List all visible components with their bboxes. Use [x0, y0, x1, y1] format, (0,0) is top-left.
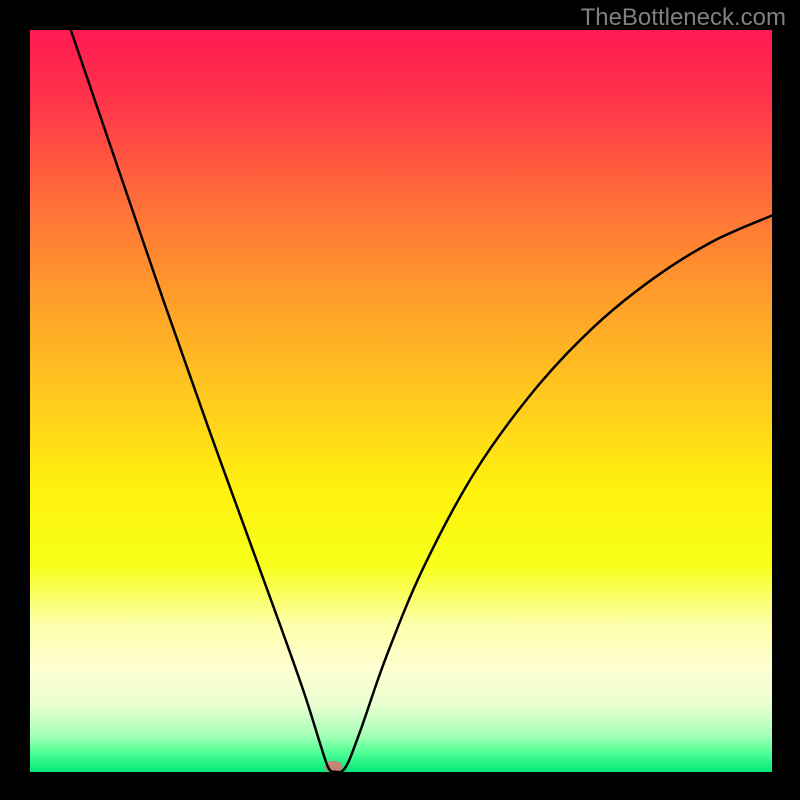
chart-container: TheBottleneck.com: [0, 0, 800, 800]
bottleneck-chart: [0, 0, 800, 800]
watermark-text: TheBottleneck.com: [581, 4, 786, 32]
plot-background: [30, 30, 772, 772]
